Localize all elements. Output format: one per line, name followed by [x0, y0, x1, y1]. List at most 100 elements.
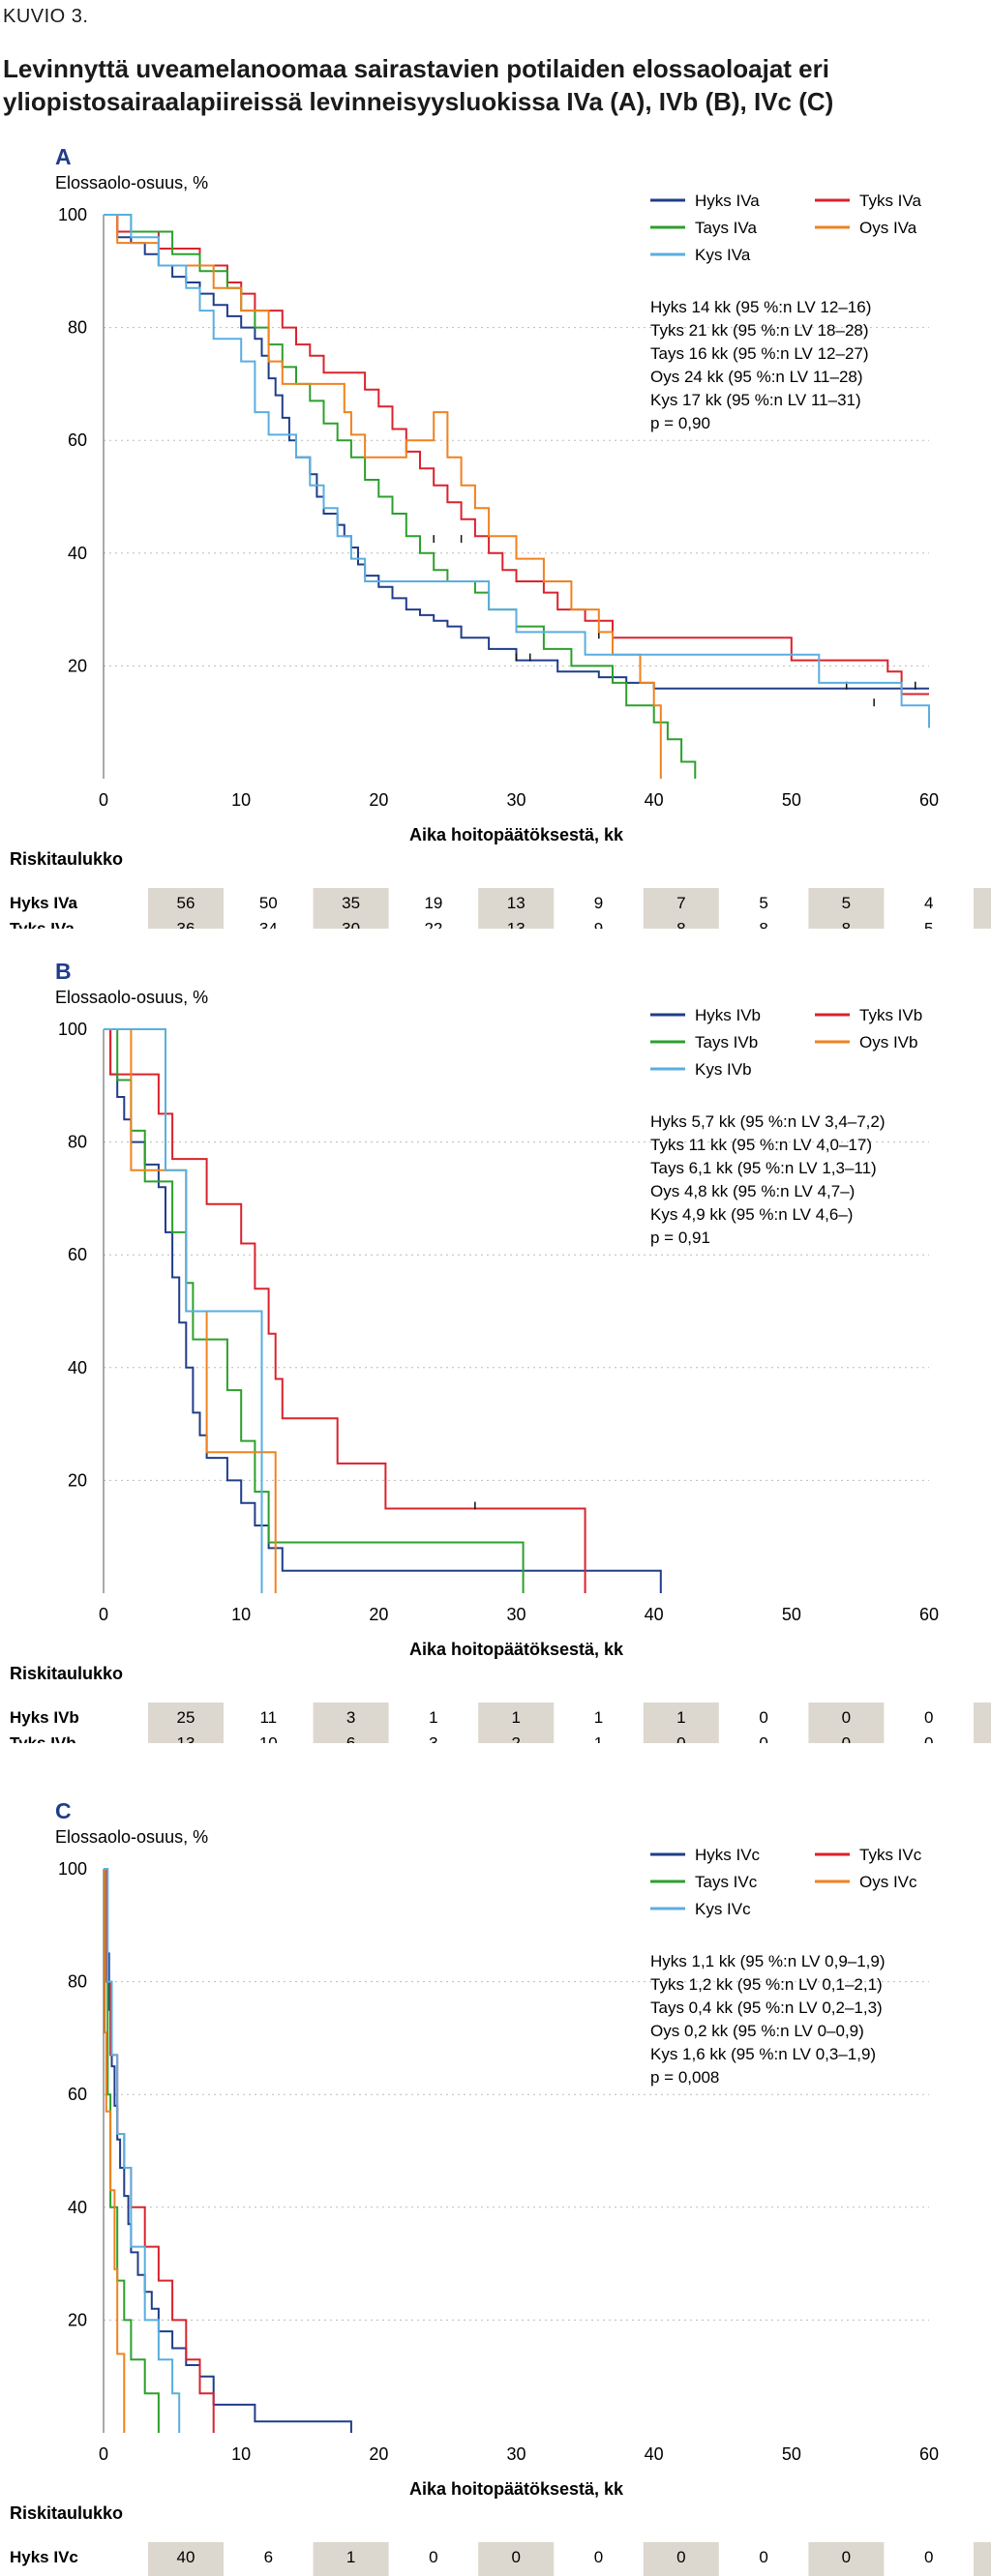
risk-cell: 2 [511, 1734, 520, 1743]
risk-table-shade [643, 888, 719, 929]
figure-title-line-2: yliopistosairaalapiireissä levinneisyysl… [3, 87, 834, 116]
risk-cell: 7 [676, 894, 685, 912]
risk-cell: 3 [429, 1734, 437, 1743]
risk-cell: 3 [346, 1708, 355, 1727]
panel-letter: C [55, 1799, 72, 1823]
x-axis-label: Aika hoitopäätöksestä, kk [409, 825, 624, 844]
y-tick-label: 80 [68, 318, 87, 338]
x-tick-label: 40 [645, 2444, 664, 2464]
legend-label: Oys IVa [859, 219, 917, 237]
median-survival-text: Tays 6,1 kk (95 %:n LV 1,3–11) [650, 1159, 877, 1177]
risk-table-title: Riskitaulukko [10, 2503, 123, 2523]
risk-cell: 1 [511, 1708, 520, 1727]
median-survival-text: Hyks 14 kk (95 %:n LV 12–16) [650, 298, 871, 316]
risk-table-shade [478, 888, 555, 929]
median-survival-text: Tays 0,4 kk (95 %:n LV 0,2–1,3) [650, 1999, 883, 2017]
risk-cell: 0 [511, 2574, 520, 2576]
risk-cell: 34 [259, 920, 278, 929]
y-tick-label: 40 [68, 1358, 87, 1377]
risk-cell: 19 [424, 894, 442, 912]
risk-cell: 0 [511, 2548, 520, 2566]
median-survival-text: Hyks 5,7 kk (95 %:n LV 3,4–7,2) [650, 1112, 886, 1131]
legend-label: Tays IVc [695, 1873, 758, 1891]
risk-cell: 13 [507, 894, 526, 912]
y-tick-label: 100 [58, 1859, 87, 1879]
x-axis-label: Aika hoitopäätöksestä, kk [409, 1640, 624, 1659]
legend-label: Tyks IVb [859, 1006, 922, 1024]
y-tick-label: 100 [58, 1020, 87, 1039]
y-axis-label: Elossaolo-osuus, % [55, 1827, 208, 1847]
legend-label: Kys IVa [695, 246, 751, 264]
risk-cell: 0 [924, 2574, 933, 2576]
y-tick-label: 40 [68, 2198, 87, 2217]
x-tick-label: 20 [369, 790, 388, 810]
risk-cell: 0 [594, 2574, 603, 2576]
risk-cell: 0 [924, 1708, 933, 1727]
risk-cell: 1 [594, 1734, 603, 1743]
y-axis-label: Elossaolo-osuus, % [55, 173, 208, 192]
risk-cell: 56 [177, 894, 195, 912]
risk-cell: 8 [676, 920, 685, 929]
risk-cell: 1 [264, 2574, 273, 2576]
risk-cell: 30 [342, 920, 360, 929]
risk-table-shade [478, 2542, 555, 2576]
legend-label: Tyks IVa [859, 192, 921, 210]
median-survival-text: Oys 0,2 kk (95 %:n LV 0–0,9) [650, 2022, 864, 2040]
risk-cell: 0 [842, 1708, 851, 1727]
median-survival-text: Tyks 21 kk (95 %:n LV 18–28) [650, 321, 869, 340]
y-tick-label: 80 [68, 1972, 87, 1992]
risk-table-shade [643, 2542, 719, 2576]
y-tick-label: 60 [68, 430, 87, 450]
risk-cell: 5 [759, 894, 767, 912]
risk-cell: 0 [676, 2548, 685, 2566]
risk-cell: 6 [264, 2548, 273, 2566]
risk-table-shade [313, 2542, 389, 2576]
y-tick-label: 60 [68, 2085, 87, 2104]
legend-label: Kys IVc [695, 1900, 751, 1918]
y-axis-label: Elossaolo-osuus, % [55, 988, 208, 1007]
risk-cell: 0 [676, 2574, 685, 2576]
risk-row-label: Tyks IVa [10, 920, 75, 929]
median-survival-text: Kys 1,6 kk (95 %:n LV 0,3–1,9) [650, 2045, 876, 2063]
risk-cell: 11 [259, 1708, 277, 1727]
risk-cell: 9 [594, 920, 603, 929]
x-tick-label: 30 [506, 1605, 526, 1624]
median-survival-text: p = 0,91 [650, 1229, 710, 1247]
risk-cell: 9 [594, 894, 603, 912]
x-tick-label: 10 [231, 790, 251, 810]
risk-cell: 0 [594, 2548, 603, 2566]
risk-table-shade [808, 888, 885, 929]
risk-table-shade [974, 888, 991, 929]
x-tick-label: 0 [99, 790, 108, 810]
risk-cell: 1 [429, 1708, 437, 1727]
risk-row-label: Tyks IVb [10, 1734, 76, 1743]
y-tick-label: 100 [58, 205, 87, 224]
risk-cell: 0 [842, 2574, 851, 2576]
risk-cell: 1 [594, 1708, 603, 1727]
y-tick-label: 60 [68, 1245, 87, 1264]
x-tick-label: 20 [369, 1605, 388, 1624]
risk-table-shade [148, 1703, 224, 1743]
x-tick-label: 60 [919, 2444, 939, 2464]
legend-label: Oys IVb [859, 1033, 917, 1051]
risk-cell: 4 [924, 894, 933, 912]
risk-cell: 0 [429, 2574, 437, 2576]
y-tick-label: 20 [68, 1470, 87, 1490]
risk-table-shade [148, 888, 224, 929]
x-tick-label: 20 [369, 2444, 388, 2464]
risk-cell: 25 [177, 1708, 195, 1727]
median-survival-text: Tyks 1,2 kk (95 %:n LV 0,1–2,1) [650, 1975, 883, 1994]
x-tick-label: 60 [919, 790, 939, 810]
legend-label: Oys IVc [859, 1873, 917, 1891]
risk-cell: 5 [842, 894, 851, 912]
legend-label: Hyks IVb [695, 1006, 761, 1024]
risk-cell: 15 [177, 2574, 195, 2576]
risk-cell: 8 [842, 920, 851, 929]
legend-label: Tays IVb [695, 1033, 758, 1051]
legend-label: Hyks IVa [695, 192, 760, 210]
risk-table-shade [313, 1703, 389, 1743]
survival-curve-hyks [104, 214, 929, 690]
x-tick-label: 10 [231, 1605, 251, 1624]
